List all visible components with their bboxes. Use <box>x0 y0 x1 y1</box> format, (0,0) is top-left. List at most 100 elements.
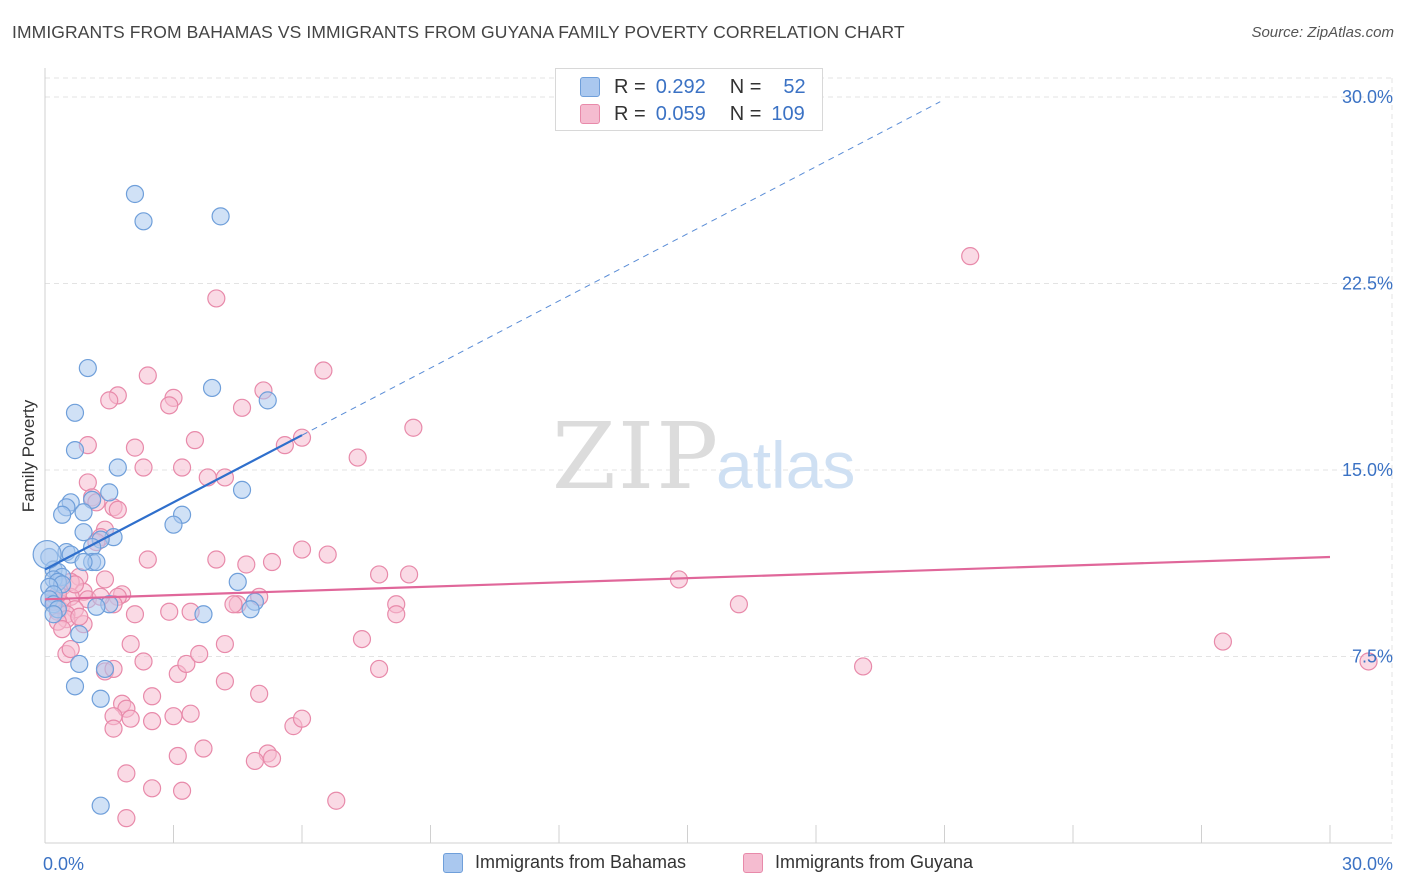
legend-row-bahamas: R = 0.292 N = 52 <box>580 74 806 100</box>
guyana-point <box>215 634 234 654</box>
guyana-point <box>1359 652 1378 671</box>
guyana-point <box>61 639 80 659</box>
watermark-zip: ZIP <box>552 403 720 510</box>
legend-n-value: 109 <box>771 102 805 125</box>
legend-row-guyana: R = 0.059 N = 109 <box>580 101 805 127</box>
bahamas-point <box>78 358 97 378</box>
legend-item-bahamas[interactable]: Immigrants from Bahamas <box>443 852 686 873</box>
bahamas-point <box>74 523 93 542</box>
bahamas-point <box>70 654 89 674</box>
guyana-point <box>117 809 136 828</box>
guyana-point <box>404 418 423 437</box>
chart-title: IMMIGRANTS FROM BAHAMAS VS IMMIGRANTS FR… <box>12 22 905 42</box>
guyana-point <box>181 704 200 723</box>
gridlines <box>45 77 1393 843</box>
guyana-point <box>207 550 226 569</box>
y-tick-label: 7.5% <box>1352 647 1393 667</box>
guyana-point <box>318 545 337 564</box>
guyana-point <box>387 605 406 624</box>
bahamas-point <box>74 503 93 522</box>
guyana-point <box>142 779 162 798</box>
bahamas-point <box>125 184 145 204</box>
legend-n-label: N = <box>729 75 762 98</box>
bahamas-point <box>91 689 110 708</box>
x-tick-label: 30.0% <box>1342 854 1393 874</box>
legend-swatch-bahamas <box>443 852 463 873</box>
axes <box>44 68 1392 844</box>
bahamas-point <box>87 597 106 616</box>
guyana-point <box>142 687 162 706</box>
legend-swatch-guyana <box>743 852 763 873</box>
bahamas-point <box>70 625 89 644</box>
y-tick-label: 22.5% <box>1342 274 1393 294</box>
guyana-point <box>961 247 980 266</box>
guyana-point <box>224 595 243 614</box>
legend-label-guyana: Immigrants from Guyana <box>775 852 974 872</box>
y-axis-label: Family Poverty <box>19 399 38 512</box>
bahamas-point <box>100 483 119 502</box>
x-tick-label: 0.0% <box>43 854 84 874</box>
bahamas-point <box>241 600 260 619</box>
guyana-trend-line <box>44 555 1331 601</box>
guyana-point <box>108 500 127 519</box>
trend-lines <box>44 101 1331 601</box>
bahamas-point <box>74 552 93 572</box>
bahamas-point <box>232 480 252 499</box>
guyana-point <box>314 361 333 380</box>
legend-r-value: 0.059 <box>655 102 706 125</box>
guyana-point <box>194 739 213 758</box>
bahamas-point <box>53 505 72 524</box>
guyana-point <box>134 458 153 477</box>
legend-r-label: R = <box>614 102 646 125</box>
guyana-point <box>237 555 256 574</box>
guyana-point <box>125 605 145 624</box>
legend-r-label: R = <box>614 75 646 98</box>
guyana-point <box>262 749 282 768</box>
watermark: ZIP atlas <box>552 403 855 510</box>
guyana-point <box>172 458 192 477</box>
guyana-point <box>352 629 372 649</box>
series-legend: Immigrants from Bahamas Immigrants from … <box>0 852 1406 878</box>
guyana-point <box>370 659 389 679</box>
correlation-legend: R = 0.292 N = 52 R = 0.059 N = 109 <box>555 68 823 131</box>
guyana-point <box>138 550 157 569</box>
guyana-point <box>168 746 187 766</box>
guyana-point <box>1213 632 1233 651</box>
bahamas-point <box>95 659 115 679</box>
guyana-point <box>117 764 136 783</box>
guyana-point <box>207 289 226 308</box>
bahamas-point <box>44 605 63 624</box>
legend-n-label: N = <box>729 102 762 125</box>
guyana-point <box>53 620 72 639</box>
bahamas-point <box>83 490 102 509</box>
bahamas-point <box>65 441 85 460</box>
guyana-point <box>121 634 140 654</box>
legend-item-guyana[interactable]: Immigrants from Guyana <box>743 852 973 873</box>
bahamas-point <box>258 391 277 410</box>
guyana-point <box>327 791 346 810</box>
guyana-point <box>854 657 873 676</box>
guyana-point <box>215 672 234 691</box>
y-tick-label: 30.0% <box>1342 87 1393 107</box>
guyana-point <box>190 644 209 664</box>
bahamas-point <box>134 212 153 231</box>
guyana-point <box>78 473 97 492</box>
bahamas-trend-extension <box>301 101 941 436</box>
guyana-point <box>160 396 179 415</box>
bahamas-point <box>194 605 213 624</box>
guyana-point <box>177 654 196 674</box>
guyana-point <box>104 719 123 738</box>
guyana-point <box>348 448 367 467</box>
guyana-point <box>185 431 205 450</box>
legend-swatch-guyana <box>580 104 600 124</box>
bahamas-trend-line <box>44 434 303 571</box>
guyana-point <box>160 602 179 621</box>
bahamas-point <box>91 796 110 815</box>
bahamas-point <box>211 207 230 226</box>
legend-swatch-bahamas <box>580 77 600 97</box>
legend-label-bahamas: Immigrants from Bahamas <box>475 852 687 872</box>
guyana-point <box>138 366 157 385</box>
bahamas-point <box>108 458 127 477</box>
y-tick-label: 15.0% <box>1342 460 1393 480</box>
